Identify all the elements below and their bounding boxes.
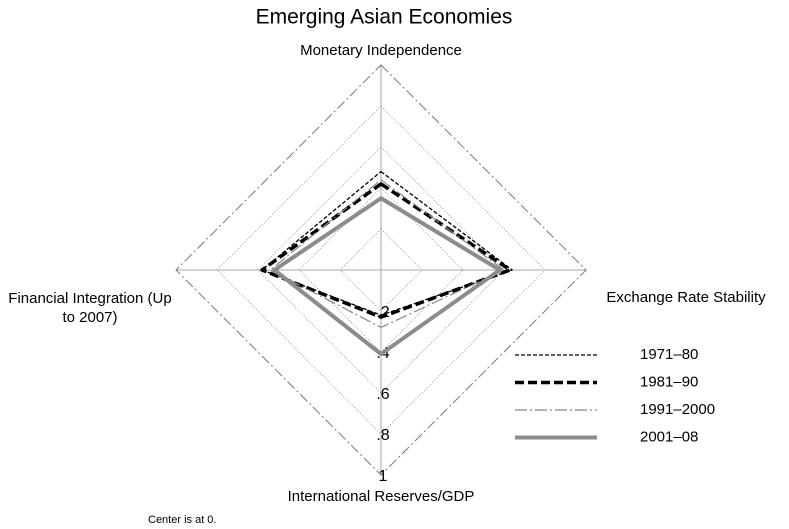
chart-title: Emerging Asian Economies xyxy=(256,6,513,29)
r-tick-label: .6 xyxy=(376,386,389,403)
series-polygon xyxy=(272,196,502,357)
legend-label: 1971–80 xyxy=(640,346,698,363)
series-polygon xyxy=(269,179,505,328)
annotation: Center is at 0. xyxy=(148,514,216,526)
legend-label: 2001–08 xyxy=(640,428,698,445)
legend-label: 1991–2000 xyxy=(640,401,715,418)
axis-label: Monetary Independence xyxy=(300,42,462,59)
grid-ring xyxy=(175,64,587,476)
series-polygon xyxy=(260,182,512,319)
legend-label: 1981–90 xyxy=(640,373,698,390)
r-tick-label: 1 xyxy=(379,468,388,485)
axis-label: International Reserves/GDP xyxy=(287,488,475,505)
r-tick-label: .8 xyxy=(376,427,389,444)
grid-ring xyxy=(257,146,505,394)
series-polygon xyxy=(261,170,513,316)
axis-label: Exchange Rate Stability xyxy=(606,289,766,306)
axis-label: Financial Integration (Up to 2007) xyxy=(8,290,172,326)
